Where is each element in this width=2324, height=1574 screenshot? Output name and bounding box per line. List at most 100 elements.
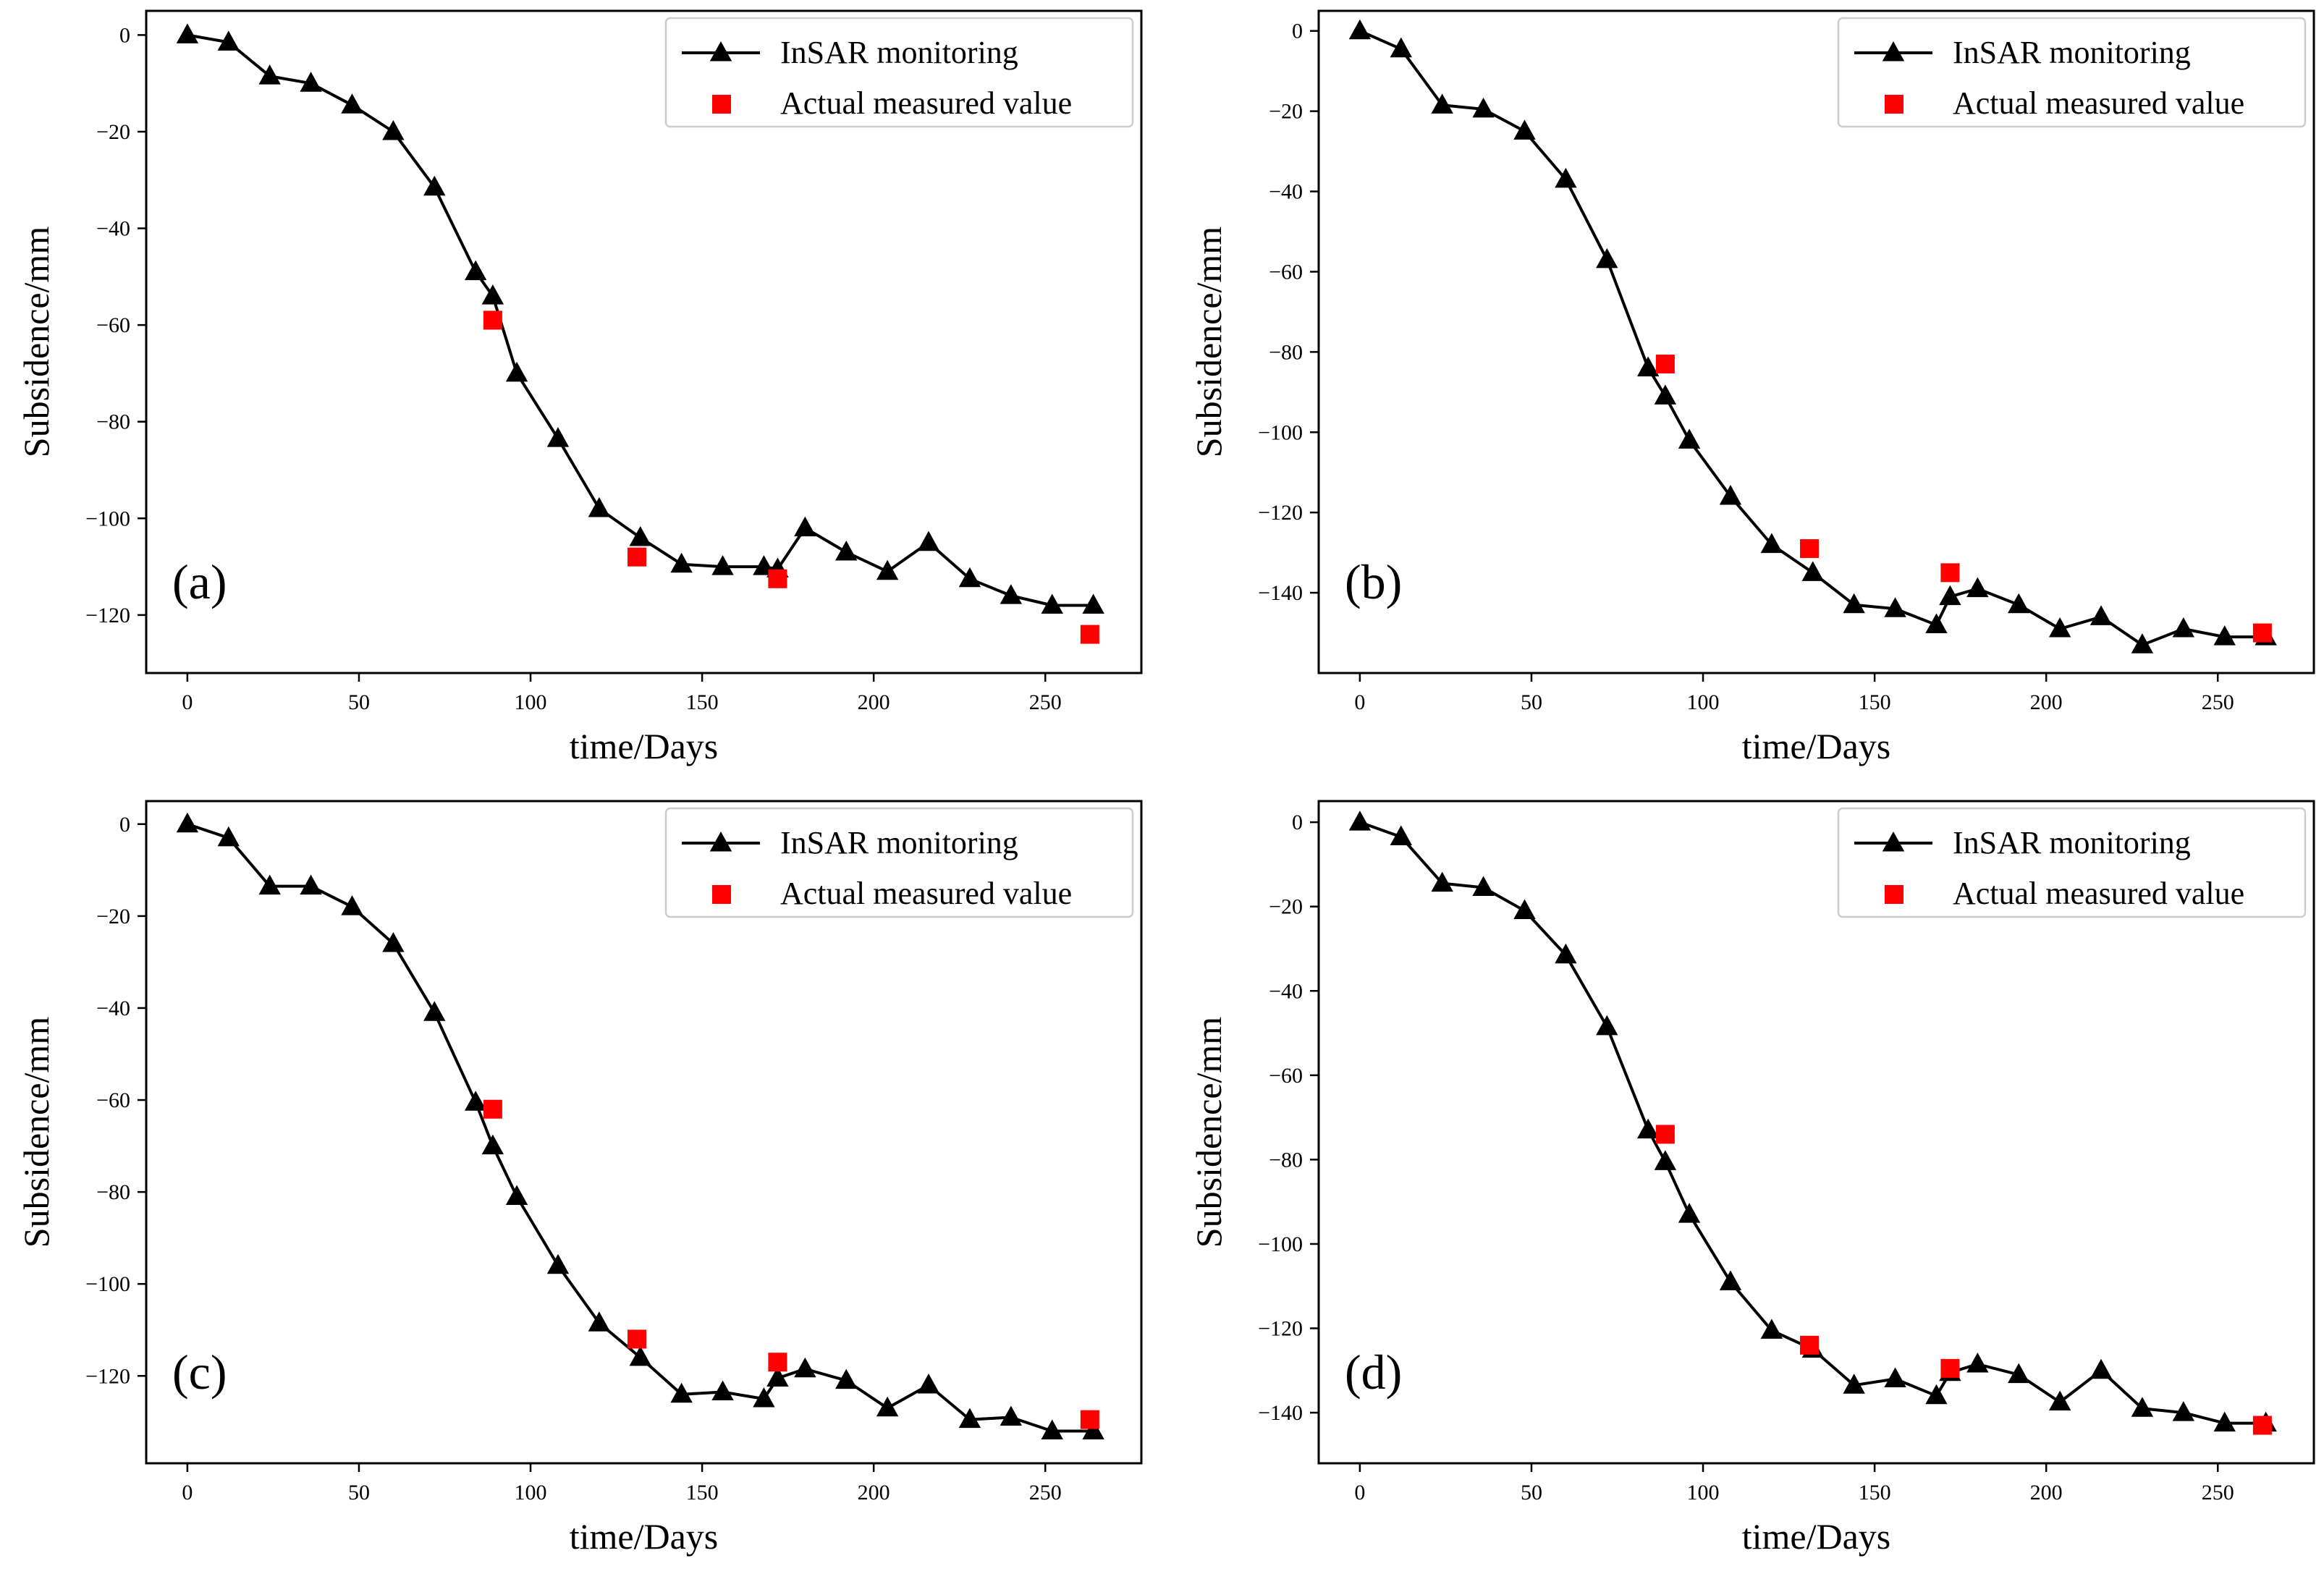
y-tick-label: −60 — [96, 313, 130, 337]
x-tick-label: 50 — [348, 1481, 370, 1505]
insar-point — [1082, 593, 1104, 614]
measured-point — [2252, 623, 2272, 643]
legend-box — [1837, 807, 2307, 918]
y-tick-label: −40 — [96, 217, 130, 241]
legend-triangle-swatch — [1882, 41, 1905, 62]
measured-point — [483, 310, 502, 330]
y-tick-label: −120 — [1258, 501, 1303, 525]
insar-point — [876, 559, 899, 580]
y-tick-label: −20 — [96, 120, 130, 144]
insar-point — [711, 1380, 734, 1401]
insar-point — [382, 931, 405, 952]
x-tick-label: 0 — [1354, 690, 1365, 714]
measured-point — [628, 1329, 647, 1349]
insar-point — [1000, 584, 1023, 604]
legend-triangle-swatch — [709, 41, 732, 62]
legend: InSAR monitoring Actual measured value — [664, 17, 1134, 128]
insar-point — [588, 496, 611, 517]
y-axis-label: Subsidence/mm — [16, 227, 56, 458]
x-tick-label: 250 — [1029, 1481, 1062, 1505]
x-axis-label: time/Days — [570, 1516, 719, 1557]
legend-box — [664, 807, 1134, 918]
insar-point — [1513, 899, 1536, 920]
y-tick-label: −40 — [96, 997, 130, 1020]
legend: InSAR monitoring Actual measured value — [1837, 17, 2307, 128]
measured-point — [768, 569, 787, 588]
legend-square-swatch — [1885, 885, 1903, 904]
y-tick-label: −140 — [1258, 581, 1303, 605]
insar-point — [629, 525, 651, 546]
insar-point — [1000, 1405, 1023, 1426]
insar-point — [176, 812, 199, 833]
x-tick-label: 100 — [1687, 690, 1720, 714]
insar-point — [794, 1357, 816, 1378]
insar-point — [670, 552, 693, 573]
insar-point — [1678, 1203, 1701, 1223]
y-tick-label: 0 — [119, 813, 130, 837]
panel-label: (a) — [172, 554, 227, 609]
insar-point — [1939, 585, 1961, 606]
legend-square-swatch — [1885, 95, 1903, 114]
insar-point — [2090, 605, 2113, 625]
insar-point — [505, 361, 528, 382]
insar-point — [1654, 1150, 1677, 1170]
insar-point — [588, 1311, 611, 1332]
panel-label: (d) — [1345, 1345, 1402, 1400]
x-tick-label: 150 — [1859, 1481, 1891, 1505]
insar-point — [1719, 485, 1742, 505]
chart-panel-3: 0 50 100 150 200 250 0 −20 −40 −60 −80 −100 −120 time… — [16, 800, 1143, 1557]
x-tick-label: 100 — [1687, 1481, 1720, 1505]
insar-point — [481, 284, 504, 305]
x-tick-label: 100 — [515, 690, 547, 714]
measured-point — [1800, 539, 1820, 559]
x-tick-label: 150 — [686, 1481, 719, 1505]
y-axis-label: Subsidence/mm — [1188, 1017, 1229, 1248]
measured-point — [1940, 1358, 1960, 1378]
insar-point — [341, 895, 363, 915]
measured-point — [1940, 563, 1960, 583]
x-tick-label: 150 — [686, 690, 719, 714]
insar-point — [1555, 943, 1577, 964]
insar-point — [1966, 577, 1989, 598]
insar-point — [835, 1368, 858, 1389]
insar-point — [2048, 1390, 2071, 1411]
legend-label-measured: Actual measured value — [780, 876, 1072, 911]
legend: InSAR monitoring Actual measured value — [664, 807, 1134, 918]
legend-triangle-swatch — [709, 832, 732, 852]
plot-frame — [145, 9, 1143, 674]
insar-point — [2213, 1411, 2236, 1432]
insar-point — [1925, 613, 1948, 633]
insar-point — [1884, 597, 1906, 617]
insar-point — [958, 1408, 981, 1429]
insar-point — [766, 1366, 789, 1387]
insar-point — [423, 1001, 446, 1021]
y-tick-label: −120 — [1258, 1317, 1303, 1341]
y-tick-label: 0 — [1292, 811, 1303, 834]
insar-point — [481, 1134, 504, 1155]
x-tick-label: 50 — [1521, 690, 1542, 714]
insar-point — [546, 427, 570, 447]
measured-point — [1655, 1125, 1675, 1144]
legend-square-swatch — [712, 95, 731, 114]
insar-point — [176, 23, 199, 43]
insar-point — [1472, 97, 1495, 118]
plot-frame — [1317, 9, 2315, 674]
measured-point — [483, 1099, 502, 1119]
measured-point — [2252, 1416, 2272, 1435]
insar-point — [300, 874, 322, 895]
y-tick-label: −40 — [1269, 979, 1303, 1003]
insar-point — [1884, 1367, 1906, 1387]
insar-point — [1390, 37, 1412, 58]
x-tick-label: 200 — [2030, 1481, 2063, 1505]
insar-point — [2172, 1401, 2195, 1421]
y-axis-label: Subsidence/mm — [1188, 227, 1229, 458]
measured-point — [628, 547, 647, 567]
legend-label-measured: Actual measured value — [1953, 85, 2244, 121]
insar-point — [2008, 1363, 2030, 1384]
x-tick-label: 200 — [858, 1481, 890, 1505]
y-tick-label: 0 — [1292, 20, 1303, 43]
y-axis-label: Subsidence/mm — [16, 1017, 56, 1248]
insar-point — [1596, 247, 1618, 268]
y-tick-label: −60 — [96, 1088, 130, 1112]
insar-point — [835, 541, 858, 561]
